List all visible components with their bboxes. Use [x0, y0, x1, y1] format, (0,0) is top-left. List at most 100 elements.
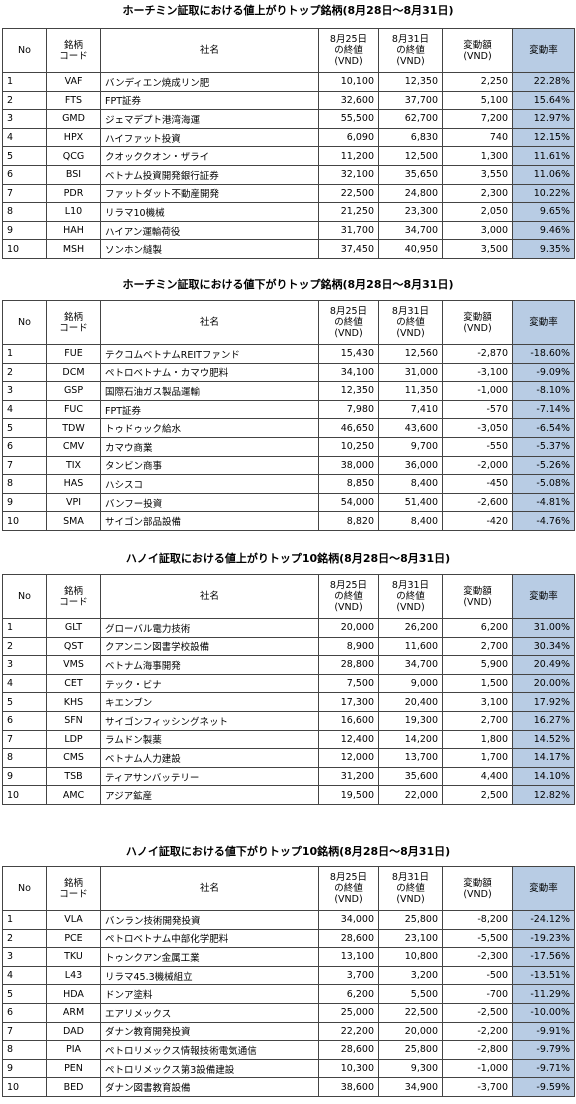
table-cell: 6,830: [379, 128, 443, 148]
table-cell: 5,100: [443, 91, 513, 111]
table-cell: 5: [3, 147, 47, 166]
header-text: 変動率: [529, 591, 558, 602]
table-cell: 36,000: [379, 456, 443, 476]
header-cell: 社名: [101, 867, 319, 911]
header-text: 変動率: [529, 45, 558, 56]
table-cell: 8,400: [379, 512, 443, 531]
table-cell: 8: [3, 749, 47, 768]
table-cell: 6: [3, 1004, 47, 1023]
table-cell: 35,600: [379, 767, 443, 787]
table-cell: 10: [3, 512, 47, 531]
table-cell: 9: [3, 221, 47, 241]
header-cell: 銘柄 コード: [47, 867, 101, 911]
header-cell: 8月25日 の終値 (VND): [319, 29, 379, 73]
header-text: 変動額: [463, 311, 492, 323]
table-cell: ハシスコ: [101, 475, 319, 494]
data-table: No 銘柄 コード 社名 8月25日 の終値 (VND) 8月31日 の終値 (VND) 変動額 (V…: [2, 866, 575, 1097]
table-cell: 46,650: [319, 419, 379, 438]
table-cell: 10,800: [379, 948, 443, 967]
table-cell: 15,430: [319, 345, 379, 364]
table-cell: タンビン商事: [101, 456, 319, 476]
header-cell: No: [3, 301, 47, 345]
header-text: の終値: [334, 883, 363, 894]
table-cell: L10: [47, 203, 101, 222]
table-cell: -450: [443, 475, 513, 494]
table-cell: 2,500: [443, 786, 513, 805]
table-cell: 21,250: [319, 203, 379, 222]
table-cell: TDW: [47, 419, 101, 438]
table-cell: GLT: [47, 619, 101, 638]
table-cell: 22,000: [379, 786, 443, 805]
table-cell: 1: [3, 911, 47, 930]
table-cell: 7,500: [319, 674, 379, 694]
table-cell: ソンホン縫製: [101, 240, 319, 259]
table-cell: 1,700: [443, 749, 513, 768]
table-cell: 34,100: [319, 363, 379, 383]
header-text: 変動率: [529, 317, 558, 328]
table-cell: 22,500: [319, 184, 379, 204]
header-cell: 8月31日 の終値 (VND): [379, 867, 443, 911]
header-text: の終値: [396, 591, 425, 602]
header-text: コード: [59, 322, 88, 334]
header-cell: No: [3, 867, 47, 911]
header-text: の終値: [396, 883, 425, 894]
table-cell: テック・ビナ: [101, 674, 319, 694]
header-cell: 8月31日 の終値 (VND): [379, 29, 443, 73]
table-cell: ハイアン運輸荷役: [101, 221, 319, 241]
header-text: 変動額: [463, 877, 492, 889]
table-cell: -2,300: [443, 948, 513, 967]
table-cell: 13,700: [379, 749, 443, 768]
table-cell: 9: [3, 767, 47, 787]
table-cell: 8,900: [319, 637, 379, 657]
header-cell: No: [3, 575, 47, 619]
header-cell: 銘柄 コード: [47, 301, 101, 345]
table-cell: -10.00%: [513, 1004, 575, 1023]
table-cell: トゥドゥック給水: [101, 419, 319, 438]
table-cell: ダナン教育開発投資: [101, 1022, 319, 1042]
header-cell: 8月25日 の終値 (VND): [319, 301, 379, 345]
table-cell: PIA: [47, 1041, 101, 1060]
table-cell: PCE: [47, 929, 101, 949]
table-cell: 28,600: [319, 1041, 379, 1060]
table-cell: ティアサンバッテリー: [101, 767, 319, 787]
table-cell: 14,200: [379, 730, 443, 750]
table-cell: -9.91%: [513, 1022, 575, 1042]
table-cell: 14.17%: [513, 749, 575, 768]
table-cell: 9,700: [379, 438, 443, 457]
header-text: 8月31日: [391, 872, 430, 883]
table-cell: 32,100: [319, 166, 379, 185]
table-cell: 23,300: [379, 203, 443, 222]
table-title: ホーチミン証取における値下がりトップ銘柄(8月28日～8月31日): [122, 278, 454, 291]
table-cell: ハイファット投資: [101, 128, 319, 148]
table-cell: -6.54%: [513, 419, 575, 438]
header-text: (VND): [334, 894, 363, 905]
table-cell: -2,500: [443, 1004, 513, 1023]
header-text: (VND): [463, 50, 492, 62]
table-cell: 2,700: [443, 637, 513, 657]
table-cell: 4: [3, 400, 47, 420]
table-cell: 31,700: [319, 221, 379, 241]
table-cell: 38,000: [319, 456, 379, 476]
table-cell: 8: [3, 475, 47, 494]
table-cell: SFN: [47, 712, 101, 731]
table-cell: 4: [3, 128, 47, 148]
table-cell: 7: [3, 1022, 47, 1042]
header-text: コード: [59, 888, 88, 900]
table-cell: 11.61%: [513, 147, 575, 166]
table-cell: GMD: [47, 110, 101, 129]
table-cell: リラマ45.3機械組立: [101, 966, 319, 986]
header-text: 8月31日: [391, 580, 430, 591]
table-cell: 2,050: [443, 203, 513, 222]
header-text: 8月31日: [391, 306, 430, 317]
table-cell: 13,100: [319, 948, 379, 967]
header-cell: 変動率: [513, 575, 575, 619]
header-text: (VND): [396, 894, 425, 905]
table-cell: -8.10%: [513, 382, 575, 401]
table-cell: 5: [3, 985, 47, 1004]
table-cell: 12,350: [319, 382, 379, 401]
table-cell: 34,700: [379, 221, 443, 241]
table-cell: 34,000: [319, 911, 379, 930]
table-cell: -5.37%: [513, 438, 575, 457]
table-cell: CMS: [47, 749, 101, 768]
table-cell: 4: [3, 674, 47, 694]
